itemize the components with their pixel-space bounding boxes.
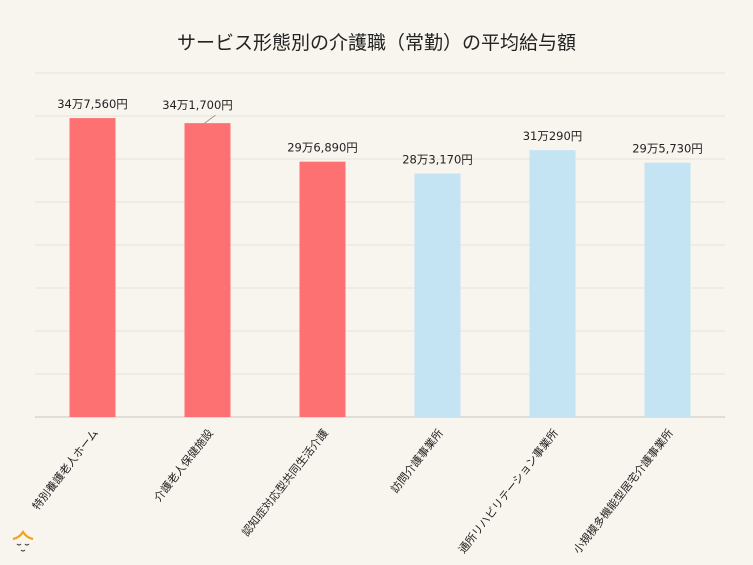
bar: [69, 118, 116, 418]
x-tick-label: 介護老人保健施設: [151, 426, 216, 504]
data-label: 34万1,700円: [162, 98, 233, 112]
x-tick-label: 特別養護老人ホーム: [29, 426, 101, 512]
data-label: 31万290円: [523, 129, 583, 143]
data-label: 28万3,170円: [402, 152, 473, 166]
bar: [184, 123, 231, 417]
x-tick-label: 通所リハビリテーション事業所: [456, 427, 561, 556]
x-tick-label: 小規模多機能型居宅介護事業所: [570, 426, 676, 556]
chart-title: サービス形態別の介護職（常勤）の平均給与額: [176, 32, 576, 54]
bar: [414, 173, 461, 417]
bar: [529, 150, 576, 417]
leader-line: [204, 114, 216, 124]
bar: [299, 161, 346, 417]
data-label: 29万5,730円: [632, 142, 703, 156]
data-label: 34万7,560円: [57, 97, 128, 111]
x-tick-label: 認知症対応型共同生活介護: [239, 426, 331, 539]
data-label: 29万6,890円: [287, 141, 358, 155]
x-tick-label: 訪問介護事業所: [387, 426, 445, 495]
logo-icon: [12, 530, 34, 552]
bar: [644, 162, 691, 417]
